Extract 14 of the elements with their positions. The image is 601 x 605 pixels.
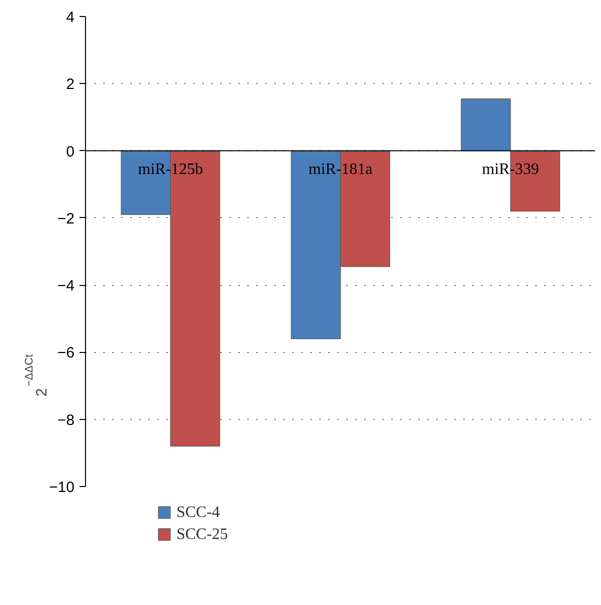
- y-tick-label: −10: [49, 479, 75, 496]
- y-tick-label: 4: [66, 9, 74, 26]
- legend-label: SCC-25: [176, 526, 228, 543]
- x-tick-label: miR-339: [482, 160, 539, 178]
- y-tick-label: −8: [57, 412, 75, 429]
- x-tick-label: miR-125b: [138, 160, 203, 178]
- x-tick-label: miR-181a: [308, 160, 373, 178]
- y-axis-title: 2−ΔΔCt: [24, 354, 50, 396]
- y-tick-label: −6: [57, 344, 75, 362]
- y-tick-label: 0: [66, 143, 74, 160]
- y-tick-label: −2: [57, 210, 75, 228]
- legend-label: SCC-4: [176, 504, 220, 521]
- y-tick-label: 2: [66, 76, 74, 94]
- y-tick-label: −4: [57, 278, 75, 295]
